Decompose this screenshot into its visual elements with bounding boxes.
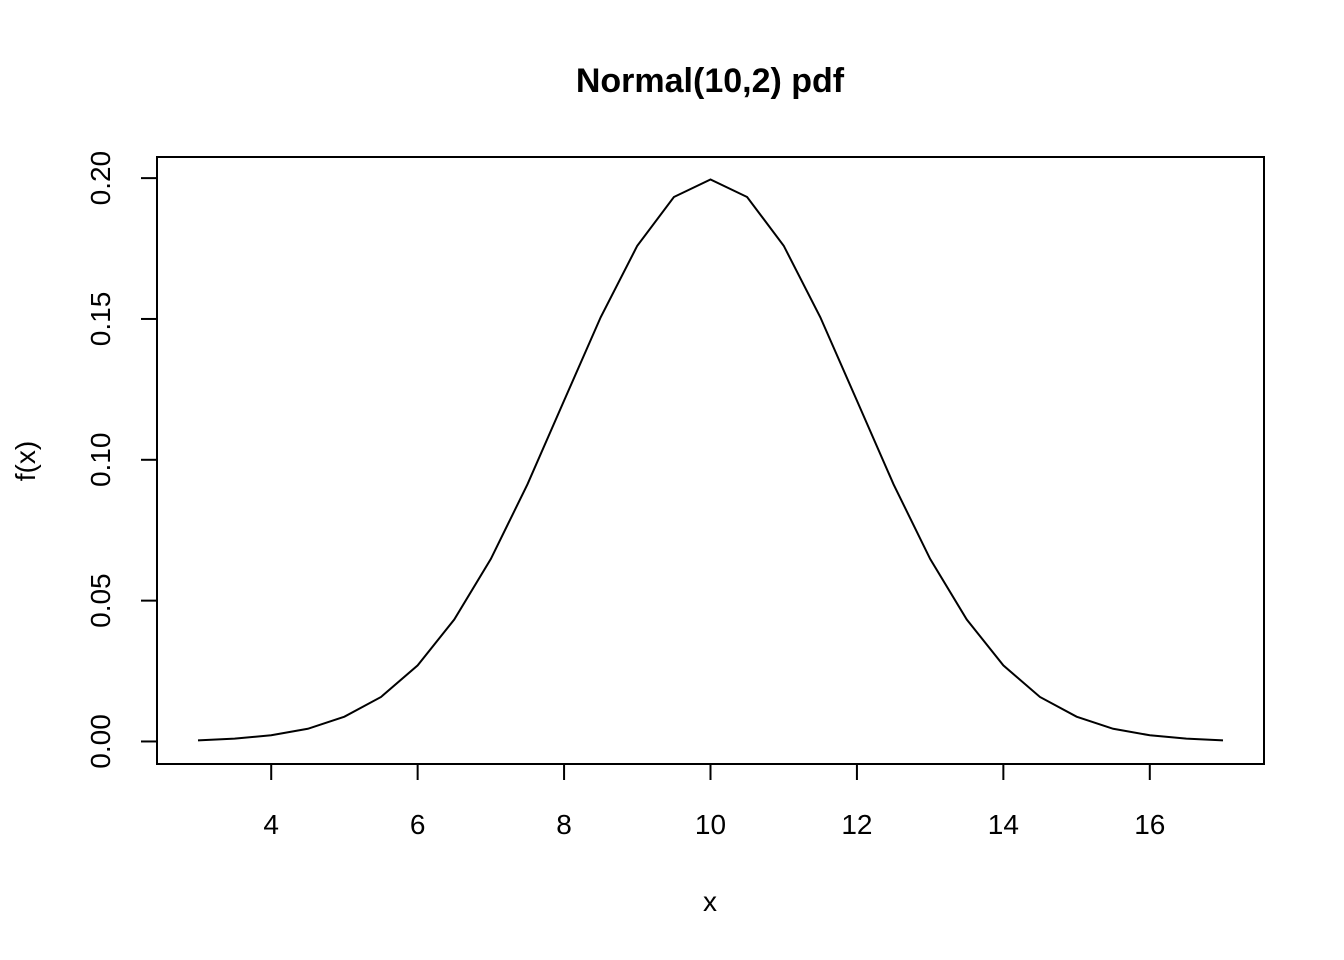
y-axis: 0.00 0.05 0.10 0.15 0.20: [85, 151, 158, 769]
chart-title: Normal(10,2) pdf: [576, 62, 845, 100]
x-tick-label: 10: [695, 809, 726, 840]
x-tick-label: 6: [410, 809, 426, 840]
y-tick-label: 0.15: [85, 292, 116, 347]
x-tick-label: 14: [988, 809, 1019, 840]
y-tick-label: 0.10: [85, 433, 116, 488]
y-tick-label: 0.05: [85, 573, 116, 628]
x-axis: 4 6 8 10 12 14 16: [263, 763, 1165, 840]
x-tick-label: 12: [841, 809, 872, 840]
y-tick-label: 0.00: [85, 714, 116, 769]
x-axis-label: x: [703, 886, 717, 917]
y-axis-label: f(x): [10, 441, 41, 481]
x-tick-label: 16: [1134, 809, 1165, 840]
x-tick-label: 4: [263, 809, 279, 840]
x-tick-label: 8: [556, 809, 572, 840]
density-curve: [197, 178, 1224, 742]
plot-frame: [156, 156, 1265, 765]
y-tick-label: 0.20: [85, 151, 116, 206]
